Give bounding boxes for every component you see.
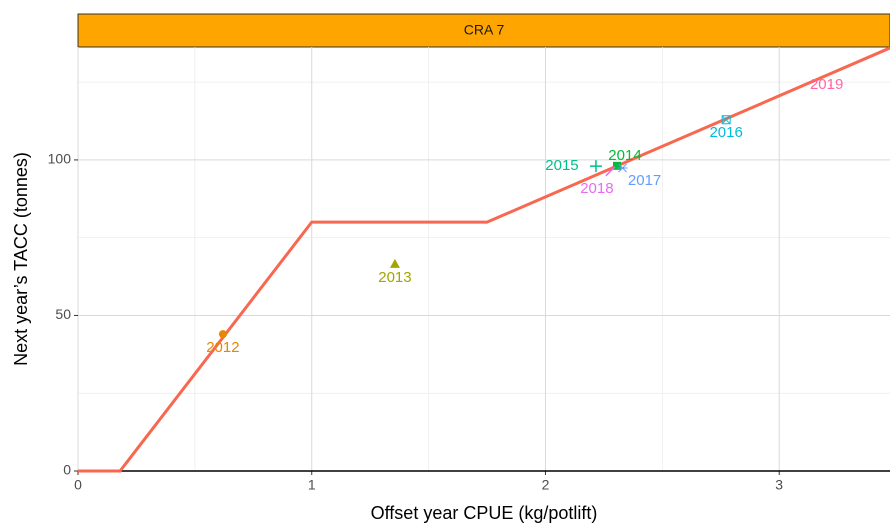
strip [77,13,890,48]
point [721,115,731,125]
data-label: 2015 [545,157,578,174]
data-label: 2014 [608,147,641,164]
data-label: 2012 [206,339,239,356]
data-label: 2013 [378,269,411,286]
point [829,84,832,87]
x-axis-title: Offset year CPUE (kg/potlift) [371,503,598,523]
point [617,163,628,173]
data-label: 2019 [810,76,843,93]
y-axis-title: Next year’s TACC (tonnes) [11,152,31,366]
data-label: 2016 [709,124,742,141]
x-tick-label: 1 [308,477,316,493]
strip-label: CRA 7 [464,22,505,38]
point [589,160,602,173]
x-tick-label: 3 [775,477,783,493]
data-label: 2017 [628,172,661,189]
y-tick-label: 50 [55,306,71,322]
x-tick-label: 2 [542,477,550,493]
point [612,161,621,170]
point [389,258,400,268]
y-tick-label: 100 [48,151,72,167]
y-tick-label: 0 [63,462,71,478]
point [218,330,227,339]
data-label: 2018 [580,180,613,197]
x-tick-label: 0 [74,477,82,493]
rule-line [78,46,890,473]
point [605,166,616,177]
